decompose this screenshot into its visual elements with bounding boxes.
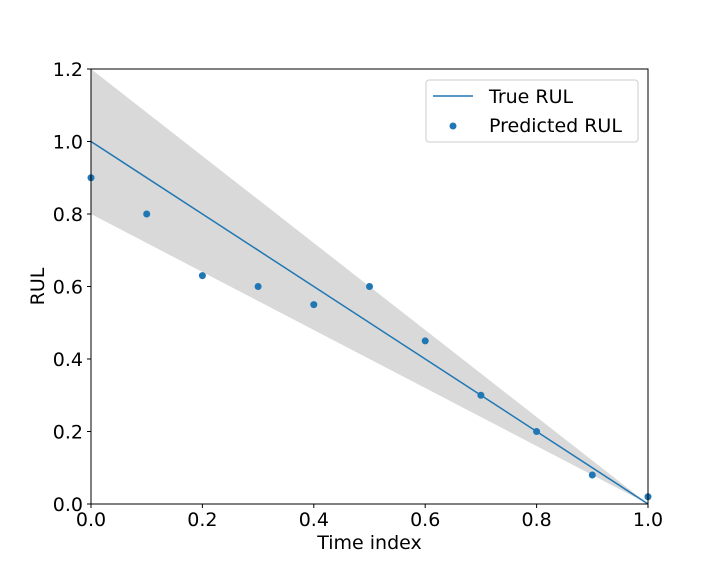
x-tick-label: 1.0 bbox=[633, 509, 663, 531]
true-rul-layer bbox=[90, 140, 649, 505]
predicted-rul-point bbox=[588, 471, 596, 479]
y-tick-label: 0.4 bbox=[53, 349, 83, 371]
y-tick-label: 1.0 bbox=[53, 132, 83, 154]
x-tick-label: 0.8 bbox=[521, 509, 551, 531]
x-tick-label: 0.6 bbox=[410, 509, 440, 531]
y-tick-label: 0.8 bbox=[53, 204, 83, 226]
predicted-rul-point bbox=[143, 210, 151, 218]
predicted-rul-layer bbox=[87, 174, 652, 501]
legend-box bbox=[425, 79, 639, 143]
y-axis-label: RUL bbox=[27, 267, 49, 305]
y-tick-label: 0.0 bbox=[53, 494, 83, 516]
y-tick-label: 0.6 bbox=[53, 277, 83, 299]
legend-predicted-rul-swatch bbox=[449, 122, 457, 130]
legend: True RUL Predicted RUL bbox=[425, 79, 639, 143]
x-axis-ticks: 0.0 0.2 0.4 0.6 0.8 1.0 bbox=[76, 504, 663, 531]
predicted-rul-point bbox=[198, 272, 206, 280]
true-rul-line bbox=[90, 140, 649, 505]
y-axis-ticks: 0.0 0.2 0.4 0.6 0.8 1.0 1.2 bbox=[53, 59, 91, 516]
predicted-rul-point bbox=[310, 301, 318, 309]
y-tick-label: 0.2 bbox=[53, 422, 83, 444]
x-axis-label: Time index bbox=[316, 532, 422, 554]
x-tick-label: 0.4 bbox=[299, 509, 329, 531]
x-tick-label: 0.2 bbox=[187, 509, 217, 531]
legend-predicted-rul-label: Predicted RUL bbox=[489, 115, 622, 137]
predicted-rul-point bbox=[533, 428, 541, 435]
y-tick-label: 1.2 bbox=[53, 59, 83, 81]
legend-true-rul-label: True RUL bbox=[488, 86, 574, 108]
predicted-rul-point bbox=[421, 337, 429, 345]
predicted-rul-point bbox=[254, 283, 262, 290]
predicted-rul-point bbox=[366, 283, 373, 290]
x-tick-label: 0.0 bbox=[76, 509, 106, 531]
predicted-rul-point bbox=[477, 391, 485, 399]
